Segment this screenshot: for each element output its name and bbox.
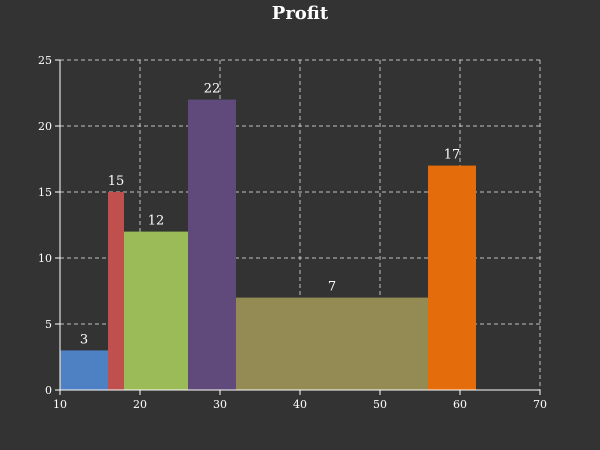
x-tick-label-20: 20 xyxy=(133,398,147,411)
y-tick-label-25: 25 xyxy=(38,54,52,67)
bar-value-label-1: 15 xyxy=(108,174,125,189)
x-tick-label-70: 70 xyxy=(533,398,547,411)
bar-2 xyxy=(124,231,188,390)
y-tick-label-5: 5 xyxy=(45,318,52,331)
bar-value-label-0: 3 xyxy=(80,332,88,347)
bar-1 xyxy=(108,192,124,390)
bars xyxy=(60,99,476,390)
bar-value-label-2: 12 xyxy=(148,214,165,229)
y-tick-label-10: 10 xyxy=(38,252,52,265)
bar-value-label-3: 22 xyxy=(204,82,221,97)
x-tick-label-40: 40 xyxy=(293,398,307,411)
x-tick-label-30: 30 xyxy=(213,398,227,411)
bar-3 xyxy=(188,99,236,390)
bar-value-labels: 3 15 12 22 7 17 xyxy=(80,82,460,348)
chart-title: Profit xyxy=(272,3,329,24)
x-tick-label-60: 60 xyxy=(453,398,467,411)
y-tick-label-20: 20 xyxy=(38,120,52,133)
axes: 10 20 30 40 50 60 70 0 5 10 15 20 25 xyxy=(38,54,547,411)
x-tick-label-10: 10 xyxy=(53,398,67,411)
bar-4 xyxy=(236,297,428,390)
bar-value-label-4: 7 xyxy=(328,280,336,295)
bar-5 xyxy=(428,165,476,390)
x-tick-label-50: 50 xyxy=(373,398,387,411)
y-tick-label-15: 15 xyxy=(38,186,52,199)
bar-value-label-5: 17 xyxy=(444,148,461,163)
bar-0 xyxy=(60,350,108,390)
y-tick-label-0: 0 xyxy=(45,384,52,397)
